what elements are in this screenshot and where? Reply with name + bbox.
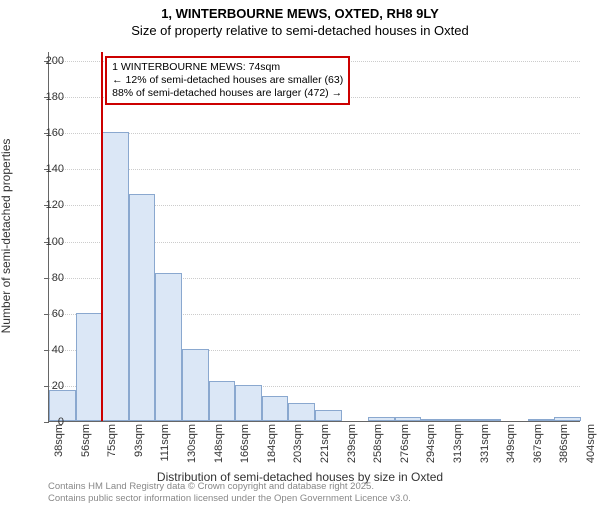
footer-line1: Contains HM Land Registry data © Crown c… bbox=[48, 481, 411, 492]
xtick-label: 166sqm bbox=[239, 424, 251, 463]
xtick-label: 386sqm bbox=[558, 424, 570, 463]
page-title-line1: 1, WINTERBOURNE MEWS, OXTED, RH8 9LY bbox=[0, 6, 600, 21]
histogram-bar bbox=[421, 419, 448, 421]
xtick-label: 276sqm bbox=[399, 424, 411, 463]
xtick-label: 331sqm bbox=[479, 424, 491, 463]
xtick-label: 239sqm bbox=[346, 424, 358, 463]
xtick-label: 294sqm bbox=[425, 424, 437, 463]
ytick-label: 60 bbox=[24, 308, 64, 320]
ytick-label: 20 bbox=[24, 380, 64, 392]
ytick-label: 40 bbox=[24, 344, 64, 356]
histogram-bar bbox=[76, 313, 103, 421]
ytick-label: 80 bbox=[24, 272, 64, 284]
xtick-label: 93sqm bbox=[133, 424, 145, 457]
xtick-label: 38sqm bbox=[53, 424, 65, 457]
xtick-label: 111sqm bbox=[159, 424, 171, 462]
ytick-label: 0 bbox=[24, 416, 64, 428]
xtick-label: 349sqm bbox=[505, 424, 517, 463]
histogram-bar bbox=[475, 419, 502, 421]
histogram-bar bbox=[395, 417, 422, 421]
histogram-bar bbox=[448, 419, 475, 421]
annotation-line: 88% of semi-detached houses are larger (… bbox=[112, 87, 343, 100]
histogram-bar bbox=[209, 381, 236, 421]
ytick-label: 120 bbox=[24, 199, 64, 211]
histogram-bar bbox=[235, 385, 262, 421]
histogram-bar bbox=[102, 132, 129, 421]
histogram-bar bbox=[262, 396, 289, 421]
histogram-bar bbox=[554, 417, 581, 421]
histogram-bar bbox=[155, 273, 182, 421]
histogram-bar bbox=[182, 349, 209, 421]
xtick-label: 130sqm bbox=[186, 424, 198, 463]
footer-line2: Contains public sector information licen… bbox=[48, 493, 411, 504]
xtick-label: 221sqm bbox=[319, 424, 331, 463]
y-axis-label: Number of semi-detached properties bbox=[0, 139, 13, 334]
ytick-label: 140 bbox=[24, 163, 64, 175]
histogram-bar bbox=[528, 419, 555, 421]
annotation-box: 1 WINTERBOURNE MEWS: 74sqm← 12% of semi-… bbox=[105, 56, 350, 105]
marker-line bbox=[101, 52, 103, 421]
xtick-label: 203sqm bbox=[292, 424, 304, 463]
xtick-label: 367sqm bbox=[532, 424, 544, 463]
xtick-label: 148sqm bbox=[213, 424, 225, 463]
chart-container: 38sqm56sqm75sqm93sqm111sqm130sqm148sqm16… bbox=[48, 52, 580, 422]
annotation-line: 1 WINTERBOURNE MEWS: 74sqm bbox=[112, 61, 343, 74]
ytick-label: 100 bbox=[24, 236, 64, 248]
xtick-label: 184sqm bbox=[266, 424, 278, 463]
xtick-label: 313sqm bbox=[452, 424, 464, 463]
xtick-label: 75sqm bbox=[106, 424, 118, 457]
ytick-label: 180 bbox=[24, 91, 64, 103]
xtick-label: 404sqm bbox=[585, 424, 597, 463]
page-title-line2: Size of property relative to semi-detach… bbox=[0, 23, 600, 38]
ytick-label: 160 bbox=[24, 127, 64, 139]
histogram-bar bbox=[129, 194, 156, 421]
plot-area: 38sqm56sqm75sqm93sqm111sqm130sqm148sqm16… bbox=[48, 52, 580, 422]
footer-attribution: Contains HM Land Registry data © Crown c… bbox=[48, 481, 411, 504]
histogram-bar bbox=[288, 403, 315, 421]
xtick-label: 56sqm bbox=[80, 424, 92, 457]
histogram-bar bbox=[368, 417, 395, 421]
ytick-label: 200 bbox=[24, 55, 64, 67]
histogram-bar bbox=[315, 410, 342, 421]
xtick-label: 258sqm bbox=[372, 424, 384, 463]
annotation-line: ← 12% of semi-detached houses are smalle… bbox=[112, 74, 343, 87]
